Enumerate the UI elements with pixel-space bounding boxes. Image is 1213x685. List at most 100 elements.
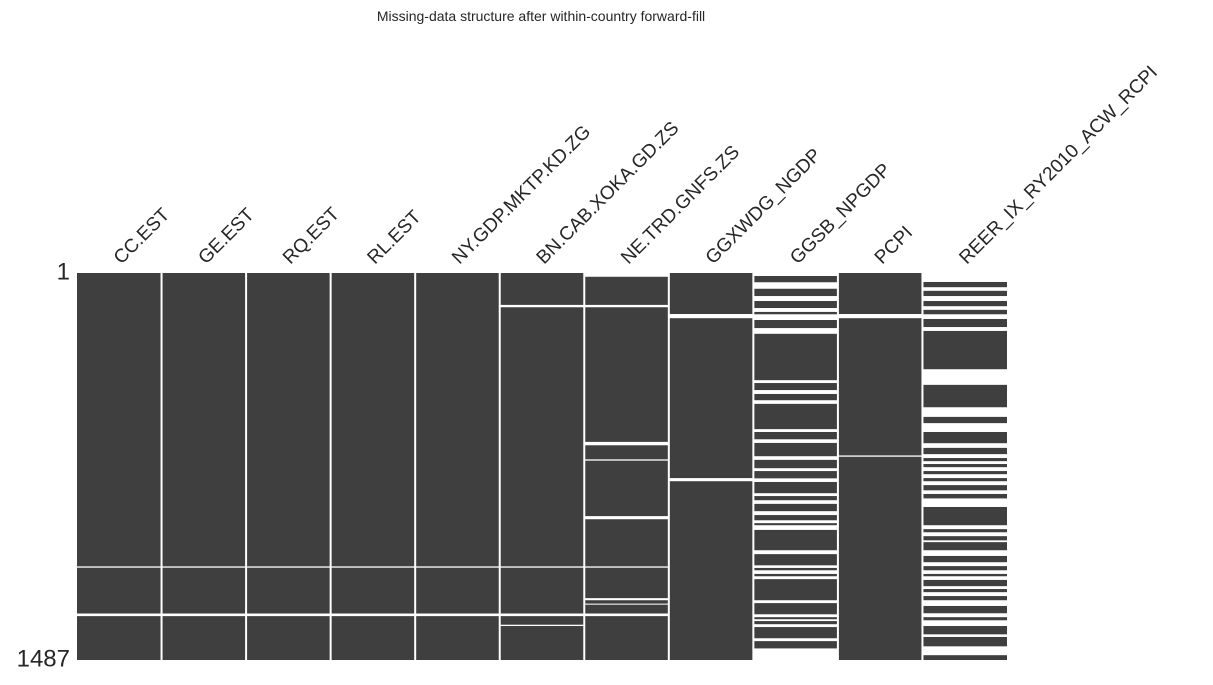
missing-gap [584, 273, 669, 277]
column-block [753, 273, 838, 660]
missing-gap [584, 566, 669, 568]
missing-gap [77, 613, 162, 617]
missing-gap [753, 478, 838, 482]
missing-gap [837, 455, 923, 457]
missing-gap [922, 314, 1007, 319]
column-block [77, 273, 162, 660]
missing-gap [753, 429, 838, 432]
missing-gap [584, 304, 669, 308]
column-label: GE.EST [195, 204, 259, 268]
y-tick-label: 1487 [17, 645, 70, 672]
missing-gap [753, 328, 838, 334]
column-block [330, 273, 416, 660]
missing-gap [584, 459, 669, 461]
missing-gap [161, 613, 247, 617]
missing-gap [415, 613, 500, 617]
missing-gap [753, 273, 838, 276]
column-label: CC.EST [110, 204, 174, 268]
missing-gap [753, 380, 838, 384]
missing-gap [922, 407, 1007, 417]
missing-gap [837, 314, 923, 319]
missing-gap [922, 586, 1007, 590]
missing-gap [922, 620, 1007, 627]
missing-gap [922, 273, 1007, 282]
column-block [499, 273, 585, 660]
missing-gap [753, 614, 838, 618]
missing-gap [753, 600, 838, 604]
missing-gap [584, 441, 669, 446]
missing-gap [922, 592, 1007, 597]
column-block [668, 273, 754, 660]
missing-gap [922, 474, 1007, 479]
missing-gap [922, 454, 1007, 459]
column-label: REER_IX_RY2010_ACW_RCPI [955, 62, 1162, 269]
missing-gap [668, 478, 754, 482]
missing-gap [753, 308, 838, 312]
missing-gap [753, 282, 838, 289]
missing-gap [753, 570, 838, 574]
missing-gap [753, 493, 838, 497]
missing-gap [753, 439, 838, 443]
missing-gap [77, 566, 162, 568]
missing-gap [753, 296, 838, 301]
missing-gap [753, 565, 838, 568]
missing-gap [922, 296, 1007, 301]
missing-gap [753, 576, 838, 580]
missing-gap [499, 624, 585, 627]
column-block [415, 273, 500, 660]
column-label: RQ.EST [279, 203, 344, 268]
missing-gap [753, 520, 838, 524]
missing-gap [922, 423, 1007, 432]
missing-gap [753, 390, 838, 394]
missing-gap [584, 598, 669, 601]
missing-gap [753, 638, 838, 642]
column-block [161, 273, 247, 660]
missing-gap [922, 550, 1007, 556]
missing-gap [753, 619, 838, 622]
column-label: RL.EST [364, 206, 426, 268]
missing-gap [922, 540, 1007, 543]
missing-gap [753, 400, 838, 404]
missing-gap [499, 613, 585, 617]
missing-gap [922, 369, 1007, 385]
missing-gap [499, 566, 585, 568]
missing-gap [922, 306, 1007, 310]
missing-gap [922, 443, 1007, 448]
missing-gap [499, 304, 585, 308]
missing-gap [415, 566, 500, 568]
column-label: BN.CAB.XOKA.GD.ZS [533, 118, 684, 269]
missing-gap [922, 600, 1007, 606]
missing-gap [922, 525, 1007, 530]
column-block [584, 273, 669, 660]
missing-gap [330, 566, 416, 568]
y-tick-label: 1 [57, 258, 70, 285]
missing-gap [584, 613, 669, 617]
missing-gap [922, 613, 1007, 618]
missing-gap [330, 613, 416, 617]
missing-gap [668, 314, 754, 319]
missing-gap [753, 550, 838, 555]
missing-gap [161, 566, 247, 568]
missing-gap [922, 532, 1007, 537]
missing-gap [753, 314, 838, 321]
missing-gap [922, 327, 1007, 331]
missing-gap [753, 468, 838, 472]
missing-gap [922, 646, 1007, 656]
missing-gap [753, 525, 838, 530]
column-label: PCPI [871, 222, 917, 268]
missing-gap [246, 566, 331, 568]
missing-gap [584, 516, 669, 520]
missing-gap [246, 613, 331, 617]
missing-gap [922, 481, 1007, 486]
missing-gap [922, 562, 1007, 567]
missing-gap [922, 576, 1007, 580]
missing-gap [922, 634, 1007, 637]
chart-title: Missing-data structure after within-coun… [377, 8, 705, 24]
missing-gap [584, 603, 669, 605]
missing-gap [922, 287, 1007, 291]
missing-gap [753, 456, 838, 460]
missing-gap [753, 648, 838, 660]
column-block [837, 273, 923, 660]
missing-gap [922, 570, 1007, 574]
